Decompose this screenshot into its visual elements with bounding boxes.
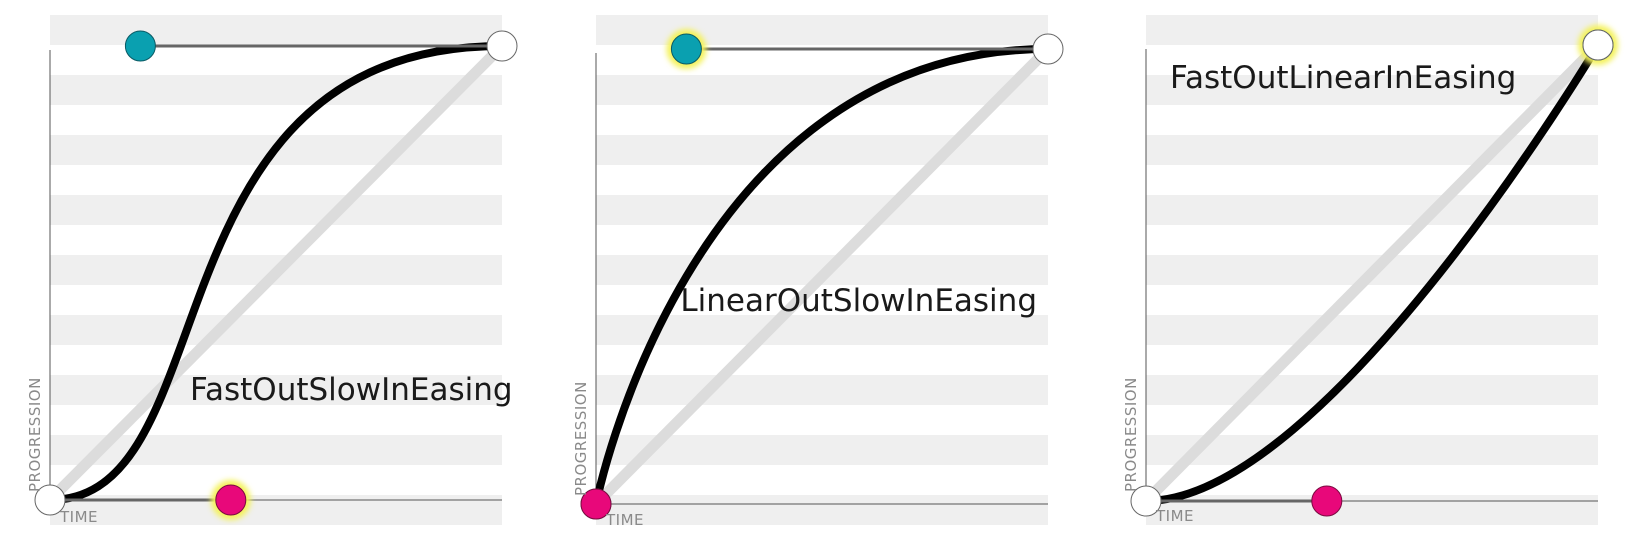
- y-axis-label: PROGRESSION: [1122, 377, 1140, 492]
- start-point-handle[interactable]: [34, 484, 66, 516]
- x-axis-label: TIME: [1155, 507, 1194, 525]
- background-stripe: [596, 75, 1048, 105]
- easing-curve: [46, 42, 506, 504]
- background-stripe: [596, 15, 1048, 45]
- background-stripe: [596, 435, 1048, 465]
- end-point-handle[interactable]: [1582, 29, 1614, 61]
- background-stripe: [50, 195, 502, 225]
- curve-title: FastOutLinearInEasing: [1170, 60, 1516, 96]
- background-stripes: [1146, 15, 1598, 525]
- linear-reference-line: [46, 42, 506, 504]
- start-point-handle[interactable]: [1130, 485, 1162, 517]
- control-point-1-handle[interactable]: [1311, 485, 1343, 517]
- panel-fast-out-slow-in: FastOutSlowInEasing TIME PROGRESSION: [26, 15, 518, 526]
- end-point-handle[interactable]: [1032, 33, 1064, 65]
- background-stripe: [596, 195, 1048, 225]
- background-stripe: [50, 75, 502, 105]
- background-stripe: [596, 375, 1048, 405]
- curve-title: FastOutSlowInEasing: [190, 372, 513, 408]
- background-stripe: [1146, 15, 1598, 45]
- easing-curve: [1142, 41, 1602, 505]
- background-stripe: [596, 315, 1048, 345]
- background-stripe: [1146, 375, 1598, 405]
- control-point-2-handle[interactable]: [670, 33, 702, 65]
- background-stripe: [50, 315, 502, 345]
- control-point-1-handle[interactable]: [580, 488, 612, 520]
- background-stripe: [1146, 435, 1598, 465]
- background-stripe: [1146, 75, 1598, 105]
- panel-linear-out-slow-in: LinearOutSlowInEasing TIME PROGRESSION: [572, 15, 1064, 529]
- x-axis-label: TIME: [605, 511, 644, 529]
- control-point-2-handle[interactable]: [124, 30, 156, 62]
- end-point-handle[interactable]: [486, 30, 518, 62]
- background-stripe: [596, 135, 1048, 165]
- background-stripes: [596, 15, 1048, 525]
- background-stripe: [50, 375, 502, 405]
- x-axis-label: TIME: [59, 508, 98, 526]
- curve-title: LinearOutSlowInEasing: [680, 283, 1037, 319]
- easing-curve: [592, 45, 1052, 508]
- y-axis-label: PROGRESSION: [572, 381, 590, 496]
- control-point-1-handle[interactable]: [215, 484, 247, 516]
- linear-reference-line: [1142, 41, 1602, 505]
- background-stripe: [1146, 195, 1598, 225]
- y-axis-label: PROGRESSION: [26, 377, 44, 492]
- panel-fast-out-linear-in: FastOutLinearInEasing TIME PROGRESSION: [1122, 15, 1618, 525]
- background-stripe: [50, 15, 502, 45]
- background-stripe: [1146, 315, 1598, 345]
- linear-reference-line: [592, 45, 1052, 508]
- background-stripe: [596, 495, 1048, 525]
